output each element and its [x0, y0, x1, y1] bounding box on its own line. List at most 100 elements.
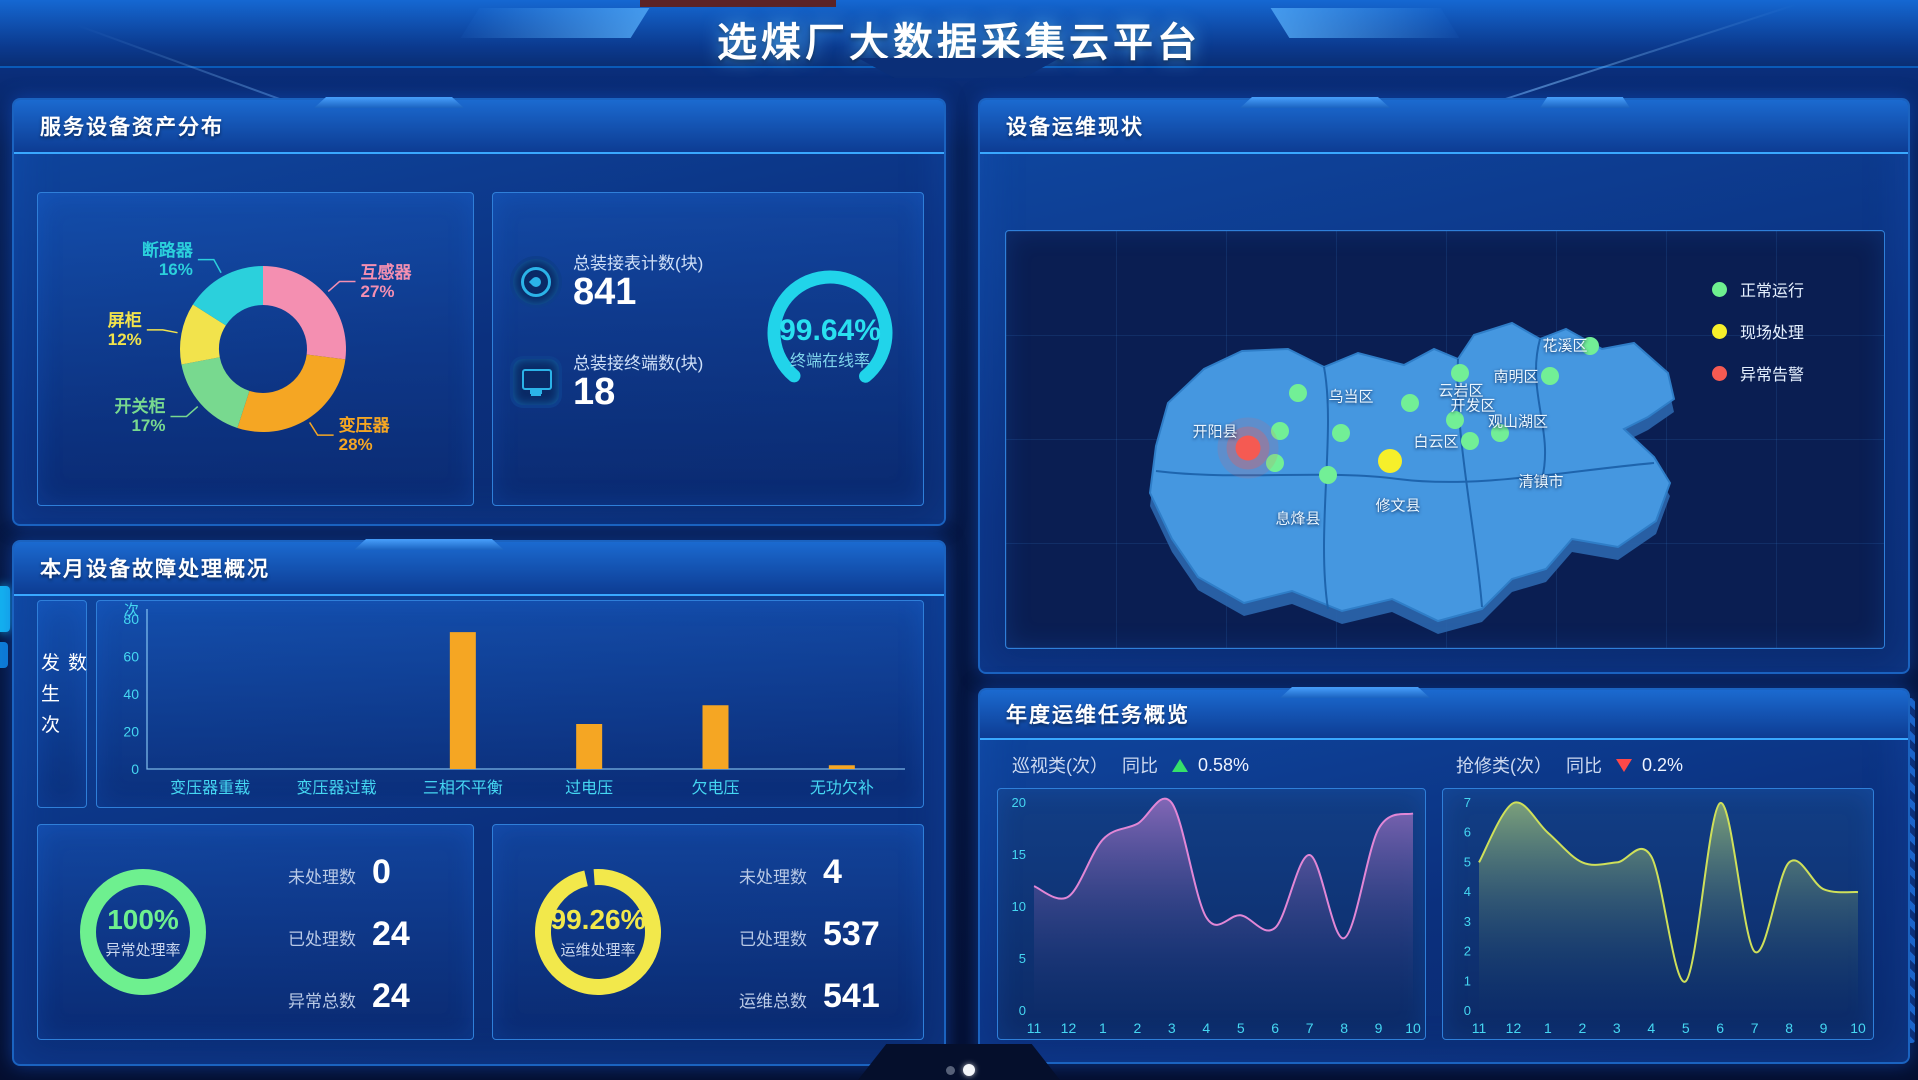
map-region-label: 乌当区 [1328, 388, 1374, 406]
legend-label: 现场处理 [1740, 325, 1805, 342]
legend-label: 正常运行 [1740, 283, 1805, 300]
map-shape [1148, 321, 1676, 634]
panel-header: 本月设备故障处理概况 [14, 542, 944, 596]
deco-edge-bar [0, 586, 10, 632]
abnormal-rate-label: 异常处理率 [105, 942, 181, 959]
svg-text:5: 5 [1019, 951, 1026, 966]
map-region-label: 观山湖区 [1487, 413, 1549, 431]
trend-down-icon [1616, 758, 1632, 772]
panel-notch [1280, 687, 1430, 698]
svg-text:欠电压: 欠电压 [691, 779, 739, 797]
svg-text:2: 2 [1578, 1020, 1586, 1036]
map-dot-normal [1289, 384, 1307, 402]
abnormal-rate-value: 100% [107, 904, 179, 935]
meter-count-label: 总装接表计数(块) [573, 254, 704, 273]
legend-label: 异常告警 [1740, 367, 1805, 384]
stat-label: 已处理数 [288, 930, 356, 949]
donut-slice-label: 互感器 27% [360, 262, 412, 301]
repair-trend-value: 0.2% [1642, 754, 1684, 775]
page-title: 选煤厂大数据采集云平台 [717, 21, 1201, 65]
terminal-count-value: 18 [573, 371, 616, 413]
ops-rate-ring [535, 869, 661, 995]
legend-item: 异常告警 [1712, 361, 1804, 385]
map-dot-normal [1581, 337, 1599, 355]
fault-ylabel-box: 发生次数 [37, 600, 87, 808]
svg-text:40: 40 [123, 686, 139, 702]
deco-edge-bar [0, 642, 8, 668]
map-dot-normal [1541, 367, 1559, 385]
svg-text:6: 6 [1271, 1020, 1279, 1036]
panel-device-ops-map: 设备运维现状 开阳县 乌当区 云岩区 南明区 花溪区 开发区 观山湖区 白云区 清镇市 修文县 息烽… [978, 97, 1910, 674]
ops-rate: 99.26% 运维处理率 [523, 857, 673, 1007]
patrol-chart-header: 巡视类(次） 同比 0.58% [1012, 752, 1249, 778]
svg-text:4: 4 [1202, 1020, 1210, 1036]
meter-count-value: 841 [573, 271, 637, 313]
stat-value: 537 [823, 915, 880, 953]
patrol-label: 巡视类(次） [1012, 756, 1108, 776]
abnormal-rate: 100% 异常处理率 [68, 857, 218, 1007]
abnormal-rate-ring [80, 869, 206, 995]
stat-label: 未处理数 [288, 868, 356, 887]
stat-value: 24 [372, 977, 410, 1015]
meter-gauge-icon [513, 259, 559, 305]
gauge-label: 终端在线率 [790, 352, 870, 370]
svg-text:9: 9 [1820, 1020, 1828, 1036]
panel-asset-distribution: 服务设备资产分布 互感器 27% 变压器 28% 开关柜 17% 屏柜 12% 断路器 16% 总… [12, 97, 946, 526]
fault-bar-chart: 0 20 40 60 80 次变压器重载 变压器过载 三相不平衡 过电压 欠电压 无功欠补 [97, 601, 923, 807]
svg-text:2: 2 [1133, 1020, 1141, 1036]
svg-text:5: 5 [1682, 1020, 1690, 1036]
map-region-label: 花溪区 [1542, 337, 1588, 355]
stat-row: 未处理数 0 [238, 853, 391, 892]
map-dot-normal [1266, 454, 1284, 472]
ops-rate-value: 99.26% [550, 904, 646, 935]
map-overlay: 开阳县 乌当区 云岩区 南明区 花溪区 开发区 观山湖区 白云区 清镇市 修文县 息烽县 [1006, 231, 1884, 648]
map-dot-onsite [1378, 449, 1402, 473]
svg-text:3: 3 [1168, 1020, 1176, 1036]
svg-text:11: 11 [1027, 1020, 1042, 1036]
top-accent-bar [640, 0, 836, 7]
stat-label: 异常总数 [288, 992, 356, 1011]
svg-text:60: 60 [123, 649, 139, 665]
stat-value: 24 [372, 915, 410, 953]
svg-text:6: 6 [1464, 825, 1471, 840]
repair-area-chart-box: 0 1 2 3 4 5 6 7 11 12 1 2 3 4 5 6 7 8 9 10 [1442, 788, 1874, 1040]
svg-text:10: 10 [1405, 1020, 1421, 1036]
repair-label: 抢修类(次） [1456, 756, 1552, 776]
panel-notch [1240, 97, 1390, 108]
panel-title: 年度运维任务概览 [1006, 704, 1190, 727]
map-dot-normal [1491, 424, 1509, 442]
svg-text:7: 7 [1751, 1020, 1759, 1036]
panel-header: 服务设备资产分布 [14, 100, 944, 154]
stat-value: 541 [823, 977, 880, 1015]
donut-slice-label: 变压器 28% [338, 416, 390, 455]
svg-text:5: 5 [1237, 1020, 1245, 1036]
map-dot-normal [1319, 466, 1337, 484]
pagination-dot-active[interactable] [963, 1064, 975, 1076]
panel-header: 年度运维任务概览 [980, 690, 1908, 740]
yoy-label: 同比 [1566, 756, 1602, 776]
asset-donut: 互感器 27% 变压器 28% 开关柜 17% 屏柜 12% 断路器 16% [38, 193, 473, 505]
stat-value: 0 [372, 853, 391, 891]
panel-monthly-faults: 本月设备故障处理概况 发生次数 0 20 40 60 80 次变压器重载 变压器过载 三相不平… [12, 539, 946, 1066]
map-region-label: 清镇市 [1518, 473, 1564, 491]
svg-text:1: 1 [1464, 973, 1471, 988]
stat-label: 运维总数 [739, 992, 807, 1011]
map-dot-alarm [1235, 435, 1261, 461]
map-region-label: 息烽县 [1275, 510, 1321, 528]
terminal-count-label: 总装接终端数(块) [573, 354, 704, 373]
stat-label: 已处理数 [739, 930, 807, 949]
stat-row: 未处理数 4 [689, 853, 842, 892]
donut-slice-label: 开关柜 17% [114, 397, 166, 436]
map-legend: 正常运行现场处理异常告警 [1006, 231, 1884, 648]
svg-text:20: 20 [123, 724, 139, 740]
svg-text:12: 12 [1506, 1020, 1522, 1036]
panel-title: 本月设备故障处理概况 [40, 558, 270, 581]
svg-text:0: 0 [131, 761, 139, 777]
terminal-monitor-icon [513, 359, 559, 405]
svg-text:80: 80 [123, 611, 139, 627]
abnormal-summary-box: 100% 异常处理率 未处理数 0 已处理数 24 异常总数 24 [37, 824, 474, 1040]
patrol-area-chart: 0 5 10 15 20 11 12 1 2 3 4 5 6 7 8 9 10 [998, 789, 1425, 1039]
pagination-dot-inactive[interactable] [946, 1066, 955, 1075]
panel-annual-tasks: 年度运维任务概览 巡视类(次） 同比 0.58% 抢修类(次） 同比 0.2% … [978, 687, 1910, 1064]
